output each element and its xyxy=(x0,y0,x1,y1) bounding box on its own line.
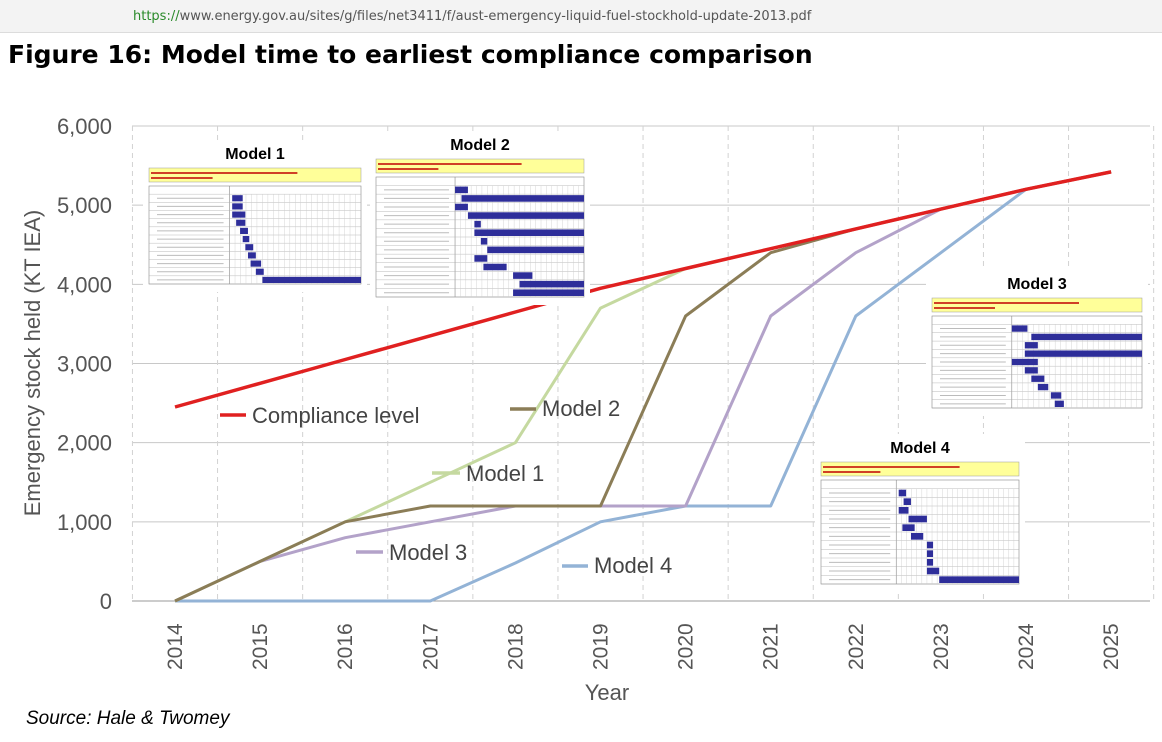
x-tick-label: 2025 xyxy=(1100,623,1123,670)
inset-gantt-bar xyxy=(250,260,262,267)
inset-model-2: Model 2 xyxy=(370,131,590,305)
inset-gantt-bar xyxy=(236,219,246,226)
inset-gantt-bar xyxy=(926,541,934,549)
inset-title: Model 4 xyxy=(890,440,950,457)
inset-gantt-bar xyxy=(262,276,361,283)
inset-gantt-bar xyxy=(898,507,909,514)
inset-header xyxy=(375,158,585,174)
y-axis-title: Emergency stock held (KT IEA) xyxy=(20,210,45,517)
figure-source: Source: Hale & Twomey xyxy=(26,708,230,729)
inset-gantt-bar xyxy=(461,195,584,202)
url-scheme: https:// xyxy=(133,9,180,24)
inset-header xyxy=(931,297,1143,313)
inset-title: Model 1 xyxy=(225,146,285,163)
inset-gantt-bar xyxy=(1024,350,1142,357)
series-lines xyxy=(174,170,1112,603)
inset-model-3: Model 3 xyxy=(926,270,1148,416)
inset-gantt-bar xyxy=(519,280,584,288)
x-tick-label: 2017 xyxy=(419,623,442,670)
inset-gantt-bar xyxy=(232,195,243,202)
series-line-model-4 xyxy=(175,170,1112,603)
inset-gantt-bar xyxy=(513,272,533,279)
inset-gantt-bar xyxy=(908,515,927,523)
inset-title: Model 2 xyxy=(450,137,510,154)
browser-url-bar[interactable]: https://www.energy.gov.au/sites/g/files/… xyxy=(0,0,1162,33)
y-tick-label: 0 xyxy=(100,589,112,614)
inset-gantt-bar xyxy=(902,524,915,531)
inset-gantt-bar xyxy=(474,220,481,228)
inset-gantt-bar xyxy=(474,229,584,236)
inset-gantt-bar xyxy=(1037,383,1049,391)
x-tick-label: 2015 xyxy=(249,623,272,670)
x-tick-label: 2019 xyxy=(590,623,613,670)
inset-gantt-bar xyxy=(1024,342,1038,349)
inset-gantt-bar xyxy=(1024,367,1038,374)
inset-gantt-bar xyxy=(240,227,248,234)
inset-gantt-bar xyxy=(1011,358,1038,366)
inset-gantt-bar xyxy=(232,211,246,218)
y-tick-label: 3,000 xyxy=(57,352,112,377)
inset-gantt-bar xyxy=(926,567,940,575)
inset-gantt-bar xyxy=(926,559,934,566)
y-tick-label: 2,000 xyxy=(57,431,112,456)
inset-gantt-bar xyxy=(255,268,264,275)
inset-gantt-bar xyxy=(242,236,250,243)
x-tick-label: 2016 xyxy=(334,623,357,670)
x-tick-label: 2022 xyxy=(845,623,868,670)
x-tick-label: 2024 xyxy=(1015,623,1038,670)
url-text[interactable]: https://www.energy.gov.au/sites/g/files/… xyxy=(133,9,811,24)
inset-model-1: Model 1 xyxy=(143,140,367,292)
y-tick-label: 5,000 xyxy=(57,193,112,218)
inset-model-4: Model 4 xyxy=(815,434,1025,592)
inset-gantt-bar xyxy=(939,576,1019,583)
inset-gantt-bar xyxy=(926,550,934,557)
y-tick-label: 1,000 xyxy=(57,510,112,535)
y-tick-label: 6,000 xyxy=(57,114,112,139)
series-label: Model 2 xyxy=(542,396,620,421)
y-tick-label: 4,000 xyxy=(57,272,112,297)
url-rest: www.energy.gov.au/sites/g/files/net3411/… xyxy=(179,9,812,24)
x-tick-labels: 2014 2015 2016 2017 2018 2019 2020 2021 2022 2023… xyxy=(164,623,1123,670)
inset-gantt-bar xyxy=(903,498,911,505)
inset-gantt-bar xyxy=(467,212,584,219)
inset-gantt-bar xyxy=(245,244,254,251)
inset-gantt-bar xyxy=(1031,333,1142,341)
inset-gantt-bar xyxy=(232,203,243,210)
inset-gantt-bar xyxy=(898,489,907,497)
inset-gantt-bar xyxy=(1054,400,1064,407)
inset-header xyxy=(820,461,1020,477)
gantt-insets: Model 1 Model 2 Model 3 Model 4 xyxy=(143,131,1148,592)
inset-gantt-bar xyxy=(1050,392,1062,399)
x-tick-label: 2018 xyxy=(504,623,527,670)
inset-gantt-bar xyxy=(483,263,507,271)
inset-gantt-bar xyxy=(455,203,468,211)
series-label: Model 3 xyxy=(389,540,467,565)
series-line-compliance-level xyxy=(174,170,1112,409)
inset-gantt-bar xyxy=(910,533,924,540)
x-tick-label: 2023 xyxy=(930,623,953,670)
figure-title: Figure 16: Model time to earliest compli… xyxy=(8,40,813,69)
y-tick-labels: 0 1,000 2,000 3,000 4,000 5,000 6,000 xyxy=(57,114,112,614)
series-label: Model 4 xyxy=(594,553,672,578)
x-tick-label: 2014 xyxy=(164,623,187,670)
inset-gantt-bar xyxy=(247,252,256,259)
series-labels: Compliance level Model 1 Model 2 Model 3 Mod… xyxy=(220,396,672,578)
inset-gantt-bar xyxy=(1031,375,1045,382)
x-tick-label: 2020 xyxy=(675,623,698,670)
inset-header xyxy=(148,167,362,183)
series-label: Model 1 xyxy=(466,461,544,486)
inset-gantt-bar xyxy=(480,238,488,245)
inset-gantt-bar xyxy=(474,255,488,262)
inset-title: Model 3 xyxy=(1007,276,1067,293)
x-axis-title: Year xyxy=(585,680,629,705)
inset-gantt-bar xyxy=(487,246,584,254)
series-label: Compliance level xyxy=(252,403,420,428)
inset-gantt-bar xyxy=(513,289,584,296)
inset-gantt-bar xyxy=(455,186,468,194)
x-tick-label: 2021 xyxy=(760,623,783,670)
inset-gantt-bar xyxy=(1011,325,1028,332)
